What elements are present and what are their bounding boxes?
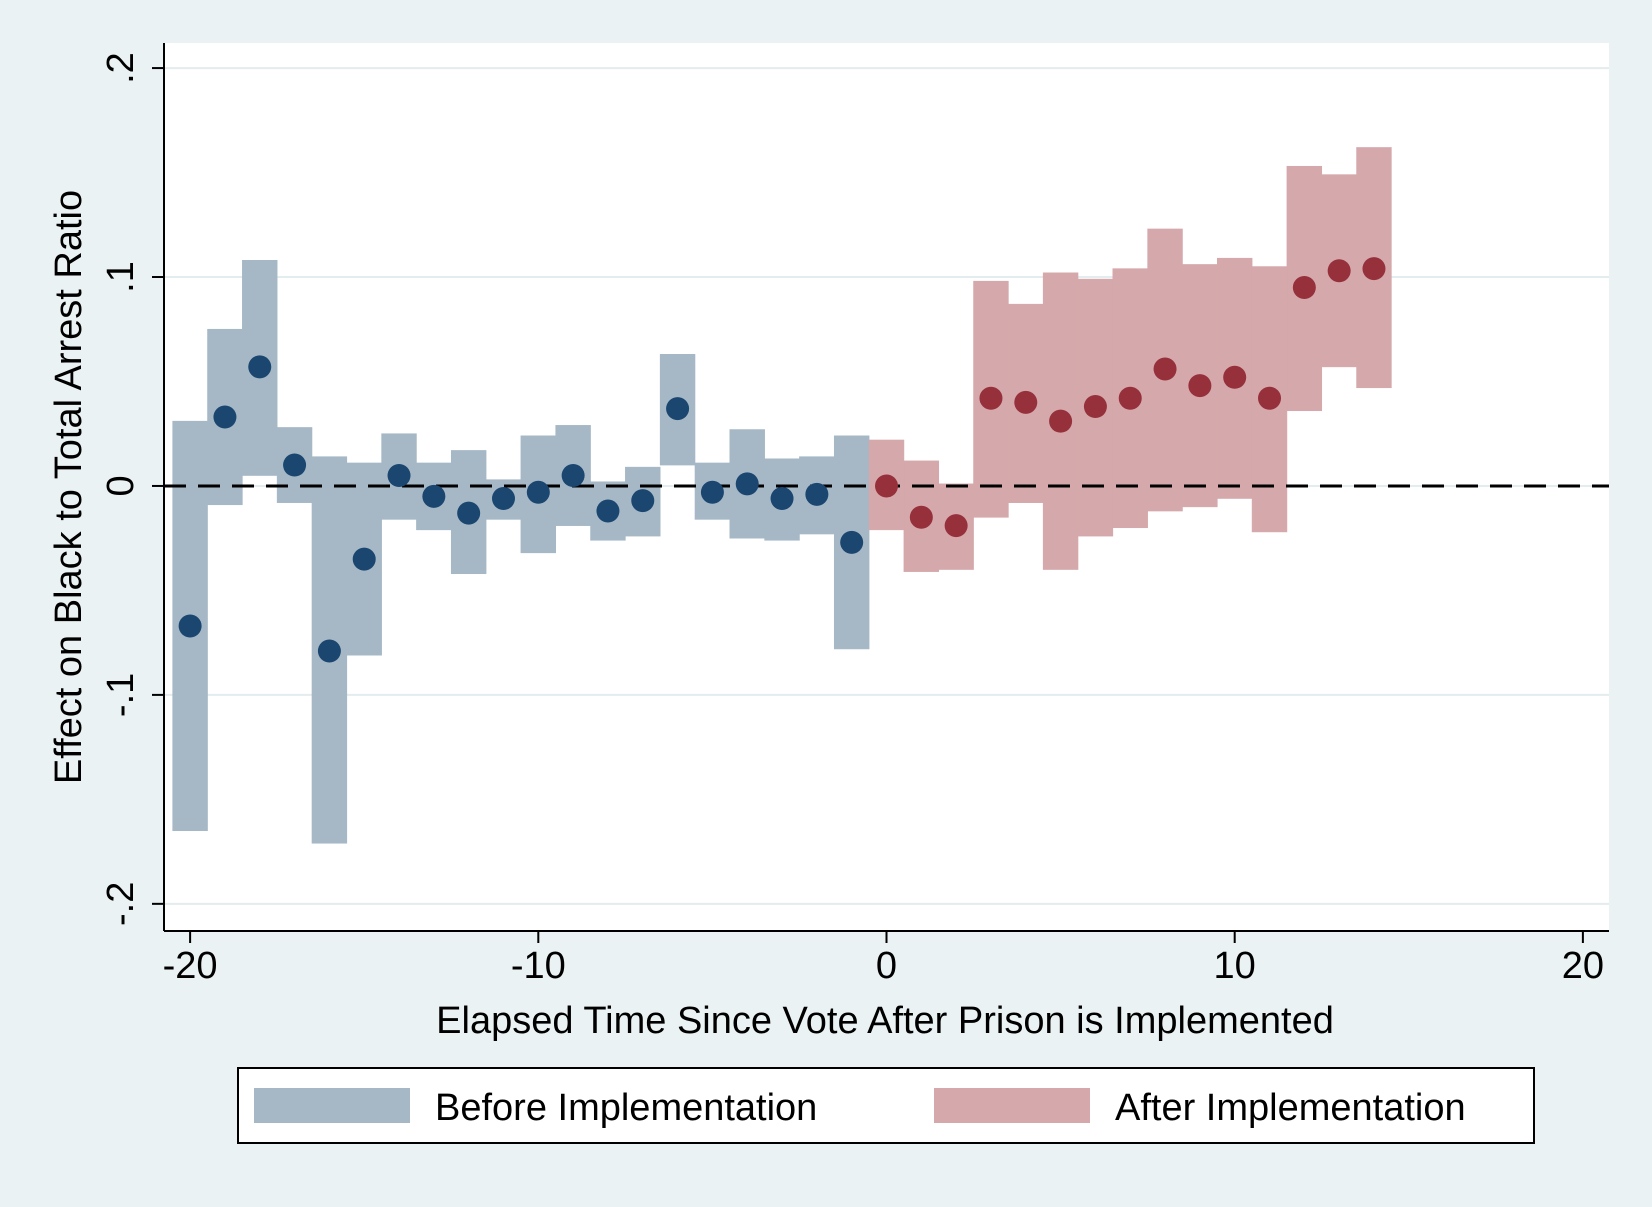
- axes: -20 -10 0 10 20 -.2 -.1 0 .1 .2: [100, 43, 1609, 987]
- point-before-14: [666, 397, 690, 421]
- x-tick-label-1: -10: [511, 945, 566, 987]
- point-after-4: [1014, 390, 1038, 414]
- point-after-10: [1223, 365, 1247, 389]
- x-tick-label-0: -20: [163, 945, 218, 987]
- point-before-9: [491, 486, 515, 510]
- point-after-8: [1153, 357, 1177, 381]
- x-tick-label-3: 10: [1214, 945, 1256, 987]
- x-axis-label: Elapsed Time Since Vote After Prison is …: [436, 1000, 1334, 1042]
- point-after-0: [875, 474, 898, 498]
- point-estimates: [178, 257, 1386, 663]
- legend-swatch-before: [254, 1088, 410, 1123]
- y-tick-label-4: .2: [100, 52, 142, 84]
- point-before-10: [526, 480, 550, 504]
- legend: Before Implementation After Implementati…: [237, 1067, 1535, 1144]
- point-before-19: [840, 530, 864, 554]
- x-tick-label-2: 0: [876, 945, 897, 987]
- point-before-6: [387, 464, 411, 488]
- point-before-11: [561, 464, 585, 488]
- y-tick-label-0: -.2: [100, 882, 142, 926]
- point-after-13: [1327, 259, 1351, 283]
- legend-label-before: Before Implementation: [435, 1087, 817, 1129]
- point-after-7: [1118, 386, 1142, 410]
- y-tick-label-2: 0: [100, 475, 142, 496]
- point-before-2: [248, 355, 272, 379]
- point-after-9: [1188, 374, 1212, 398]
- legend-frame: [237, 1067, 1535, 1144]
- point-before-0: [178, 614, 202, 638]
- point-after-14: [1362, 257, 1386, 281]
- point-before-16: [735, 472, 759, 496]
- point-before-18: [805, 482, 829, 506]
- point-before-7: [422, 484, 446, 508]
- point-before-5: [352, 547, 376, 571]
- point-before-12: [596, 499, 620, 523]
- point-after-2: [944, 514, 968, 538]
- point-before-8: [457, 501, 481, 525]
- ci-band-before-8: [450, 450, 487, 575]
- legend-label-after: After Implementation: [1115, 1087, 1466, 1129]
- point-after-1: [909, 505, 933, 529]
- ci-band-before-13: [625, 466, 661, 537]
- confidence-bands: [172, 147, 1392, 844]
- point-before-17: [770, 486, 794, 510]
- point-after-6: [1083, 395, 1107, 419]
- point-after-3: [979, 386, 1003, 410]
- ci-band-after-9: [1182, 264, 1218, 508]
- point-after-12: [1292, 275, 1316, 299]
- x-tick-label-4: 20: [1562, 945, 1604, 987]
- point-before-3: [283, 453, 307, 477]
- point-after-5: [1049, 409, 1073, 433]
- y-tick-label-1: -.1: [100, 673, 142, 717]
- y-tick-label-3: .1: [100, 261, 142, 293]
- point-before-4: [317, 639, 341, 663]
- point-after-11: [1258, 386, 1282, 410]
- point-before-13: [631, 489, 655, 513]
- point-before-1: [213, 405, 237, 429]
- ci-band-after-5: [1042, 272, 1079, 570]
- point-before-15: [700, 480, 724, 504]
- y-axis-label: Effect on Black to Total Arrest Ratio: [48, 190, 90, 784]
- legend-swatch-after: [934, 1088, 1090, 1123]
